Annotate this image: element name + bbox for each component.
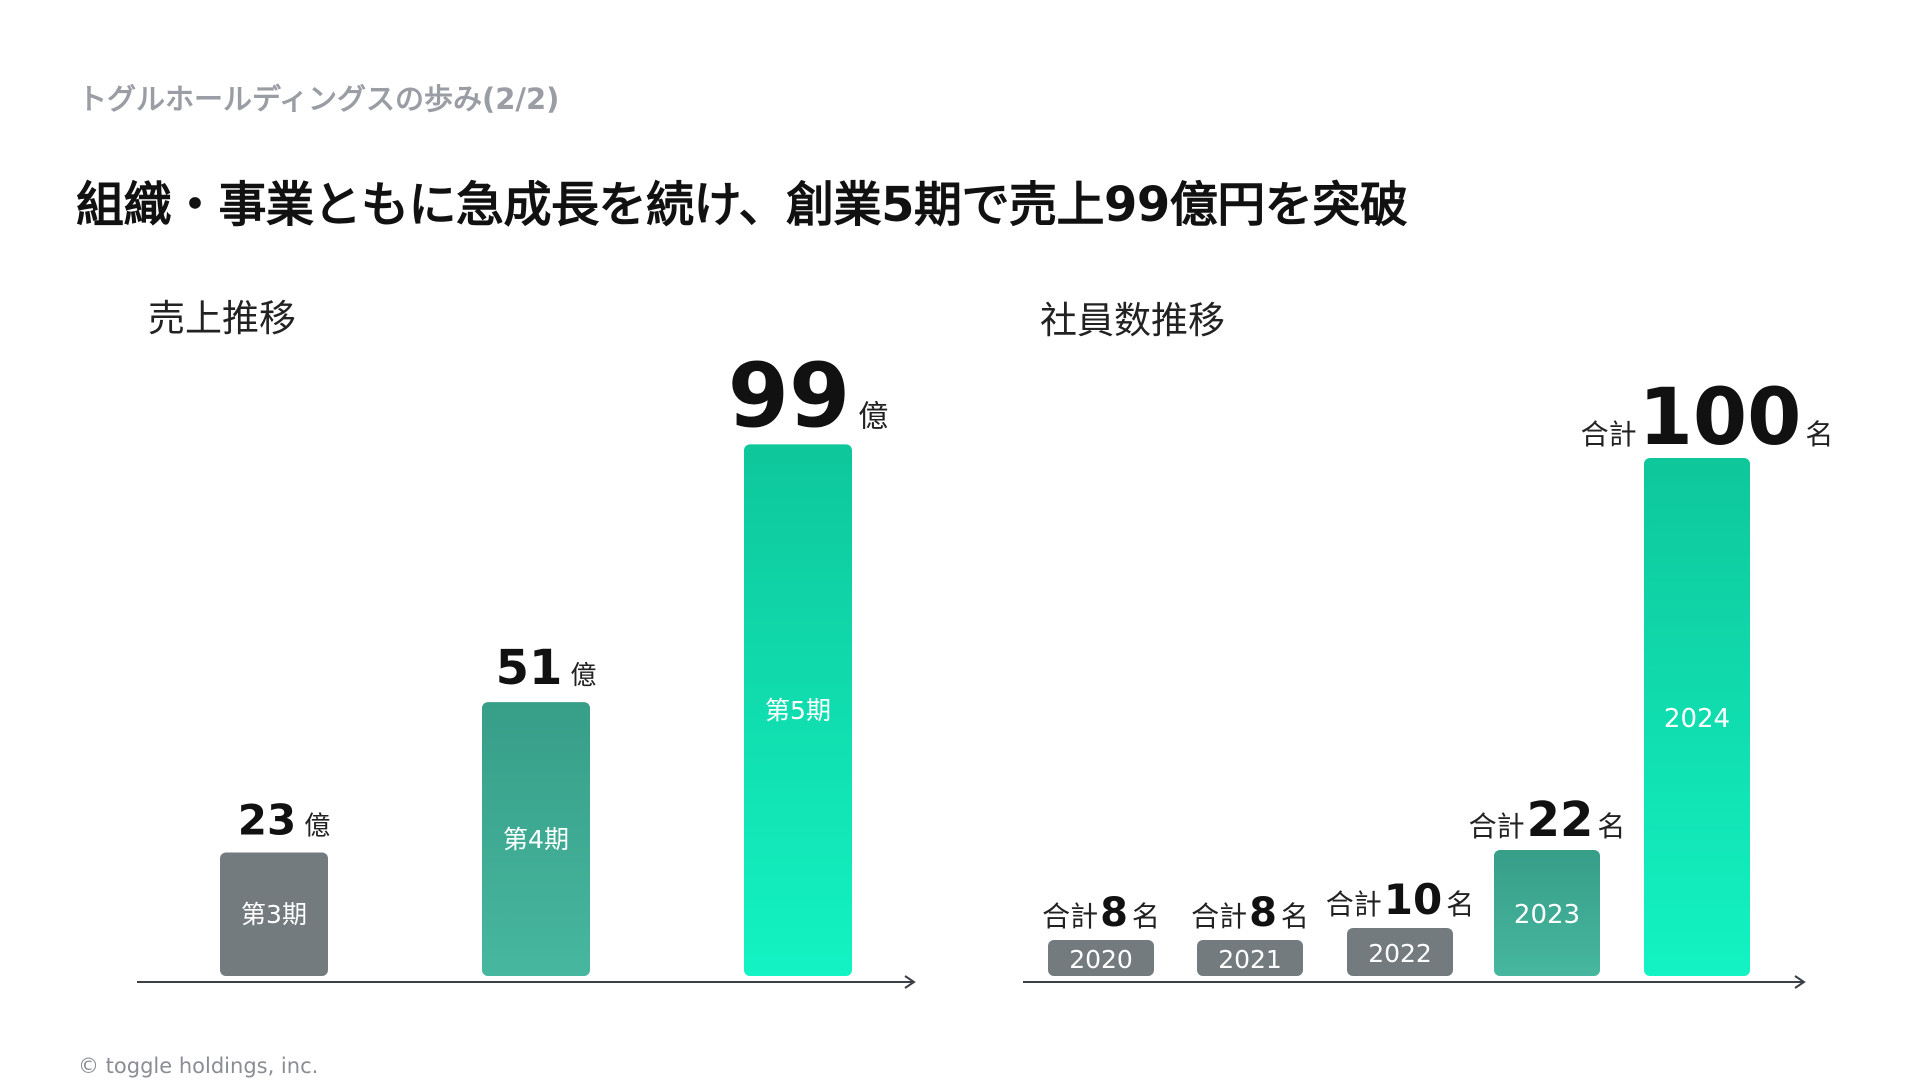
revenue-category-label: 第4期 [503,825,569,854]
revenue-bar [220,852,328,976]
employee-bar [1197,940,1303,976]
employee-category-label: 2022 [1368,939,1432,968]
footer-copyright: © toggle holdings, inc. [78,1054,319,1078]
employee-category-label: 2021 [1218,945,1282,974]
employee-value-label: 合計100 名 [1581,373,1834,463]
employee-bar [1644,458,1750,976]
page-title: 組織・事業ともに急成長を続け、創業5期で売上99億円を突破 [76,177,1408,233]
employee-bar [1494,850,1600,976]
breadcrumb: トグルホールディングスの歩み(2/2) [78,82,560,116]
revenue-category-label: 第5期 [765,696,831,725]
employee-value-label: 合計8 名 [1042,890,1160,936]
revenue-value-label: 23 億 [238,795,330,844]
employee-bar [1048,940,1154,976]
revenue-value-label: 99 億 [728,344,888,447]
employee-chart-title: 社員数推移 [1040,299,1225,342]
employee-value-label: 合計8 名 [1191,890,1309,936]
revenue-chart-title: 売上推移 [148,297,296,340]
employee-chart: 2020 合計8 名 2021 合計8 名 2022 合計10 名 2023 合計22 名 2024 合計… [1023,373,1834,989]
employee-bar [1347,928,1453,976]
revenue-chart: 第3期 23 億第4期 51 億第5期 99 億 [137,344,916,989]
revenue-bar [744,444,852,976]
employee-category-label: 2023 [1514,900,1580,930]
revenue-x-axis-arrow [904,975,916,989]
employee-category-label: 2024 [1664,704,1730,734]
employee-category-label: 2020 [1069,945,1133,974]
employee-value-label: 合計10 名 [1326,875,1474,924]
revenue-bar [482,702,590,976]
revenue-value-label: 51 億 [496,640,597,696]
employee-value-label: 合計22 名 [1469,792,1626,848]
employee-x-axis-arrow [1794,975,1806,989]
revenue-category-label: 第3期 [241,900,307,929]
